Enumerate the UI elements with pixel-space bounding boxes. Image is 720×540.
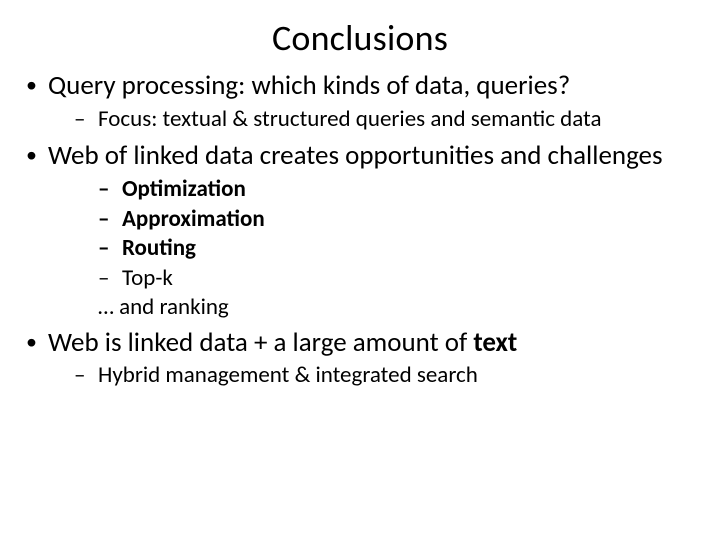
bullet-1: Query processing: which kinds of data, q… (22, 70, 698, 134)
bullet-2-sub-2: Approximation (48, 205, 698, 234)
bullet-1-sublist: Focus: textual & structured queries and … (48, 105, 698, 134)
bullet-3-text-bold: text (473, 326, 517, 359)
slide-container: Conclusions Query processing: which kind… (0, 0, 720, 540)
bullet-2-sub-3: Routing (48, 234, 698, 263)
slide-title: Conclusions (22, 16, 698, 60)
bullet-list: Query processing: which kinds of data, q… (22, 70, 698, 391)
bullet-2-sub-1: Optimization (48, 175, 698, 204)
bullet-1-text: Query processing: which kinds of data, q… (48, 69, 570, 102)
bullet-2: Web of linked data creates opportunities… (22, 140, 698, 322)
bullet-2-text: Web of linked data creates opportunities… (48, 139, 663, 172)
bullet-2-sub-4: Top-k (48, 264, 698, 293)
bullet-3: Web is linked data + a large amount of t… (22, 327, 698, 391)
bullet-3-sublist: Hybrid management & integrated search (48, 361, 698, 390)
bullet-1-sub-1: Focus: textual & structured queries and … (48, 105, 698, 134)
bullet-2-sublist: Optimization Approximation Routing Top-k… (48, 175, 698, 322)
bullet-3-text-prefix: Web is linked data + a large amount of (48, 326, 473, 359)
bullet-2-sub-5: … and ranking (48, 293, 698, 322)
bullet-3-sub-1: Hybrid management & integrated search (48, 361, 698, 390)
